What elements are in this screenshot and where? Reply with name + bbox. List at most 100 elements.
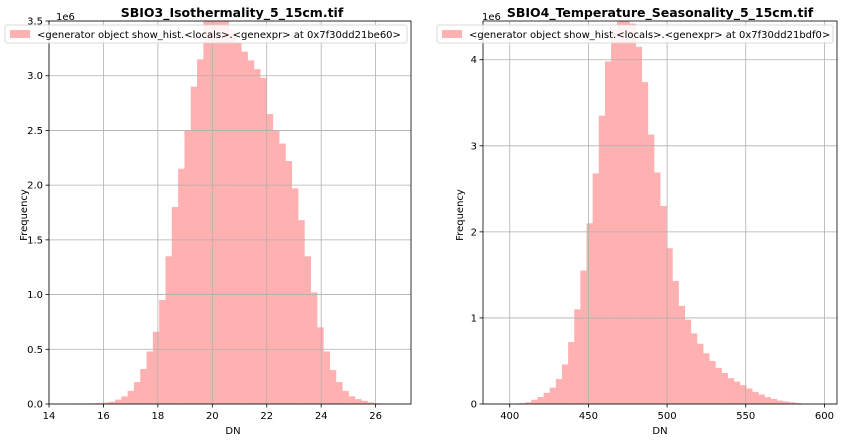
histogram-bar	[696, 343, 704, 404]
histogram-bar	[776, 400, 784, 404]
x-tick-label: 18	[152, 411, 165, 422]
legend-label: <generator object show_hist.<locals>.<ge…	[37, 30, 401, 41]
x-tick-label: 550	[736, 411, 755, 422]
y-tick-label: 2	[471, 227, 477, 238]
histogram-bar	[121, 396, 128, 404]
histogram-bar	[660, 206, 667, 404]
histogram-bar	[654, 172, 661, 404]
histogram-bar	[247, 60, 255, 404]
legend-box	[436, 24, 834, 44]
histogram-bar	[586, 223, 593, 404]
histogram-bar	[285, 161, 293, 404]
legend-swatch	[10, 30, 30, 38]
histogram-bar	[678, 305, 686, 404]
histogram-bar	[335, 382, 343, 404]
histogram-bar	[361, 400, 368, 404]
x-tick-label: 500	[658, 411, 677, 422]
y-axis-label: Frequency	[455, 189, 466, 241]
histogram-bar	[241, 51, 248, 404]
legend: <generator object show_hist.<locals>.<ge…	[436, 24, 834, 44]
y-tick-label: 3.0	[27, 71, 43, 82]
histogram-bar	[543, 392, 551, 404]
histogram-bar	[561, 364, 569, 404]
histogram-bar	[310, 292, 318, 404]
histogram-bar	[623, 21, 630, 404]
x-tick-label: 26	[369, 411, 382, 422]
chart-panel-temperature-seasonality: 400 450 500 550 600 0 1 2 3 4 <generator object sh…	[436, 5, 838, 437]
chart-panel-isothermality: 14 16 18 20 22 24 26 0.0 0.5 1.0 1.5 2.0 2.5 3.0 3.5 <g…	[4, 5, 412, 437]
histogram-bar	[367, 402, 375, 404]
histogram-bar	[228, 29, 236, 404]
y-offset-label: 1e6	[482, 12, 501, 23]
histogram-bar	[190, 86, 198, 404]
histogram-bar	[604, 61, 612, 404]
histogram-bar	[165, 256, 173, 404]
histogram-bar	[635, 46, 643, 404]
histogram-bar	[178, 168, 185, 404]
histogram-bar	[127, 390, 135, 404]
histogram-bar	[272, 130, 280, 404]
histogram-bar	[690, 333, 698, 404]
histogram-bar	[666, 248, 673, 404]
histogram-bar	[279, 143, 286, 404]
y-tick-label: 0	[471, 400, 477, 411]
histogram-bar	[709, 360, 716, 404]
histogram-bar	[531, 399, 538, 404]
histogram-bar	[746, 388, 753, 404]
y-tick-label: 2.5	[27, 126, 43, 137]
y-tick-label: 3	[471, 141, 477, 152]
x-tick-label: 22	[260, 411, 273, 422]
histogram-bar	[146, 351, 154, 404]
x-tick-label: 400	[500, 411, 519, 422]
histogram-bar	[159, 300, 166, 404]
y-axis-label: Frequency	[19, 189, 30, 241]
histogram-bar	[102, 402, 109, 404]
x-tick-label: 600	[815, 411, 834, 422]
histogram-bar	[203, 21, 210, 404]
histogram-bar	[216, 21, 223, 404]
y-tick-label: 2.0	[27, 181, 43, 192]
y-tick-label: 4	[471, 55, 477, 66]
histogram-bar	[715, 367, 722, 404]
histogram-bar	[598, 115, 606, 405]
x-tick-label: 14	[43, 411, 56, 422]
histogram-bar	[782, 401, 790, 404]
histogram-bar	[703, 353, 710, 404]
histogram-bar	[96, 403, 103, 404]
histogram-bar	[304, 256, 312, 404]
histogram-bar	[611, 29, 618, 405]
legend-label: <generator object show_hist.<locals>.<ge…	[469, 30, 830, 41]
histogram-bar	[537, 397, 544, 404]
x-tick-label: 24	[315, 411, 328, 422]
y-tick-label: 0.0	[27, 400, 43, 411]
histogram-bar	[171, 207, 179, 404]
histogram-bar	[525, 402, 532, 404]
y-tick-label: 1.0	[27, 290, 43, 301]
histogram-bar	[354, 399, 362, 404]
histogram-bar	[733, 381, 741, 404]
histogram-bar	[549, 387, 557, 404]
histogram-bar	[348, 396, 356, 404]
plot-area: 14 16 18 20 22 24 26 0.0 0.5 1.0 1.5 2.0 2.5 3.0 3.5 <g…	[4, 17, 412, 422]
x-tick-label: 20	[206, 411, 219, 422]
histogram-bar	[574, 309, 581, 404]
legend: <generator object show_hist.<locals>.<ge…	[4, 24, 408, 44]
axes-frame	[48, 20, 412, 405]
histogram-bar	[672, 280, 679, 404]
histogram-bar	[114, 399, 122, 404]
histogram-bar	[323, 351, 330, 404]
histogram-bar	[764, 397, 771, 404]
histogram-bar	[647, 134, 655, 405]
x-axis-label: DN	[652, 426, 667, 437]
histogram-bar	[140, 368, 147, 404]
y-offset-label: 1e6	[56, 12, 75, 23]
histogram-bar	[184, 130, 192, 404]
y-tick-label: 1	[471, 313, 477, 324]
histogram-bar	[789, 402, 796, 404]
histogram-bar	[209, 21, 217, 404]
histogram-bar	[568, 342, 575, 404]
histogram-bar	[580, 270, 587, 404]
histogram-bar	[234, 42, 242, 404]
y-tick-label: 1.5	[27, 235, 43, 246]
histogram-bar	[152, 331, 160, 404]
